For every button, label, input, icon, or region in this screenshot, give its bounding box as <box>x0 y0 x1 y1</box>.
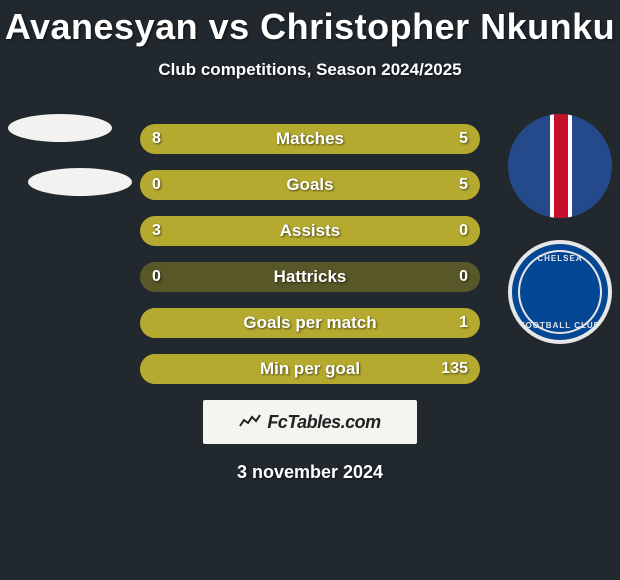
psg-jersey-stripe <box>550 114 573 218</box>
page-title: Avanesyan vs Christopher Nkunku <box>0 0 620 48</box>
right-player-avatar <box>508 114 612 218</box>
left-player-avatars <box>8 114 132 222</box>
chelsea-text-bottom: FOOTBALL CLUB <box>512 321 608 330</box>
chelsea-text-top: CHELSEA <box>512 254 608 263</box>
stat-value-right: 5 <box>459 130 468 148</box>
stat-label: Assists <box>140 221 480 241</box>
stat-label: Min per goal <box>140 359 480 379</box>
stat-value-right: 0 <box>459 268 468 286</box>
stat-label: Goals <box>140 175 480 195</box>
stat-label: Goals per match <box>140 313 480 333</box>
stat-row: Min per goal 135 <box>140 354 480 384</box>
stat-bars: 8 Matches 5 0 Goals 5 3 Assists 0 0 Hatt… <box>140 124 480 384</box>
stat-value-right: 0 <box>459 222 468 240</box>
stat-value-right: 135 <box>441 360 468 378</box>
stat-label: Hattricks <box>140 267 480 287</box>
stat-row: Goals per match 1 <box>140 308 480 338</box>
right-player-avatars: CHELSEA FOOTBALL CLUB <box>508 114 612 366</box>
stat-row: 3 Assists 0 <box>140 216 480 246</box>
stat-label: Matches <box>140 129 480 149</box>
stat-row: 8 Matches 5 <box>140 124 480 154</box>
stat-row: 0 Hattricks 0 <box>140 262 480 292</box>
date-label: 3 november 2024 <box>0 462 620 483</box>
right-club-logo-chelsea: CHELSEA FOOTBALL CLUB <box>508 240 612 344</box>
left-club-logo-placeholder <box>28 168 132 196</box>
stat-row: 0 Goals 5 <box>140 170 480 200</box>
comparison-grid: CHELSEA FOOTBALL CLUB 8 Matches 5 0 Goal… <box>0 124 620 384</box>
stat-value-right: 5 <box>459 176 468 194</box>
spark-icon <box>239 412 261 433</box>
stat-value-right: 1 <box>459 314 468 332</box>
left-player-avatar-placeholder <box>8 114 112 142</box>
subtitle: Club competitions, Season 2024/2025 <box>0 60 620 80</box>
branding-badge: FcTables.com <box>203 400 417 444</box>
branding-text: FcTables.com <box>267 412 380 433</box>
